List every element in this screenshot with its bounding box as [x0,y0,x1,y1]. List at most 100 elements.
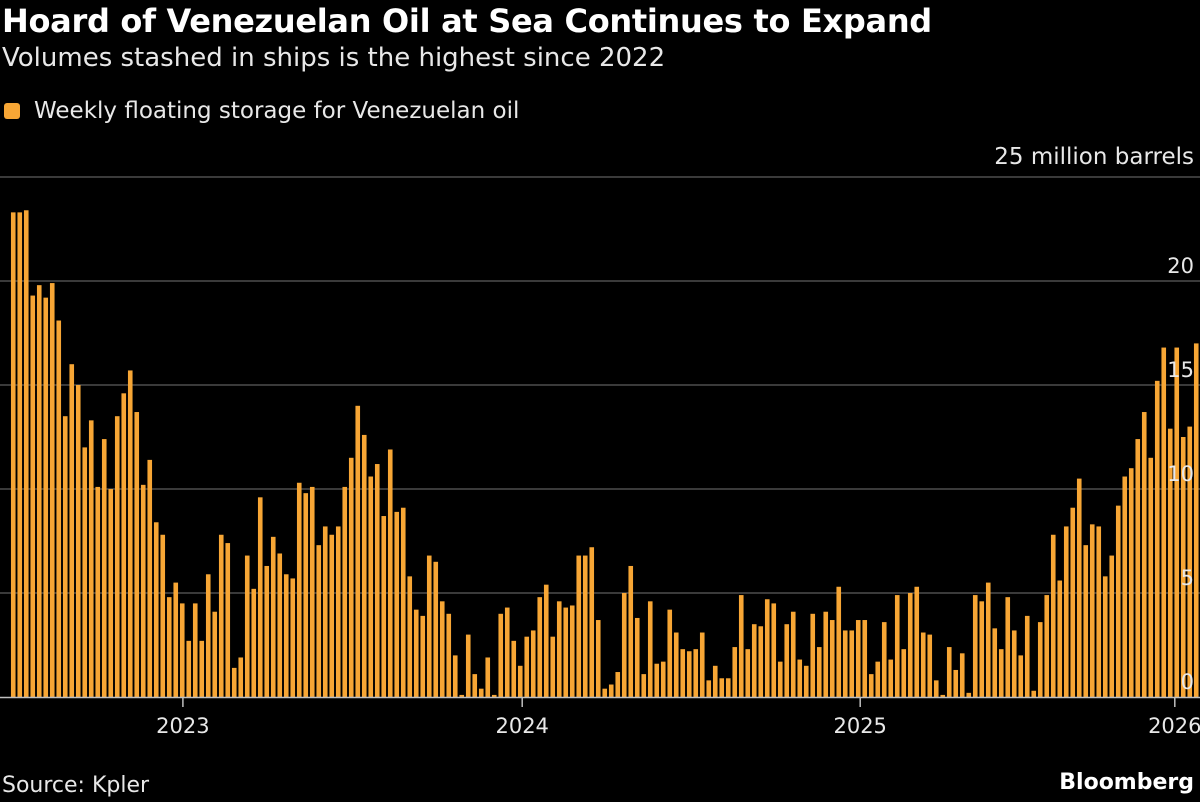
bar [862,620,868,697]
bar [413,609,419,697]
bar [907,593,913,697]
bar [1174,347,1180,697]
bar [725,678,731,697]
bar [998,649,1004,697]
bar [771,603,777,697]
bar [459,694,465,697]
bar [608,684,614,697]
bar [17,212,23,698]
bar [1115,505,1121,697]
bar [1096,526,1102,697]
bar [426,555,432,697]
bar [634,617,640,697]
y-tick-label-0: 0 [1181,670,1194,694]
bar [966,692,972,697]
y-axis-unit-label: 25 million barrels [994,144,1194,170]
bar [680,649,686,697]
bar [849,630,855,697]
bar [628,565,634,697]
bar [173,582,179,697]
bar [348,457,354,697]
bar [62,416,68,697]
bar [1057,580,1063,697]
bar [407,576,413,697]
bar [543,584,549,697]
bar [335,526,341,697]
bar [1102,576,1108,697]
bar [231,667,237,697]
bar [1070,507,1076,697]
bar [615,672,621,697]
bar [368,476,374,697]
bar [478,688,484,697]
bar [225,543,231,697]
bar [1083,545,1089,697]
bar [517,665,523,697]
bar [465,634,471,697]
bar [134,412,140,697]
y-tick-label-20: 20 [1167,254,1194,278]
bar [940,694,946,697]
bar [777,661,783,697]
bar [1024,615,1030,697]
bar [212,611,218,697]
bar [706,680,712,697]
bar [361,434,367,697]
bar [23,210,29,697]
bar [1187,426,1193,697]
y-tick-label-15: 15 [1167,358,1194,382]
bar [927,634,933,697]
x-tick-label-2025: 2025 [833,714,886,738]
bar [589,547,595,697]
bar [290,578,296,697]
bar [595,620,601,697]
bar [160,534,166,697]
bar [582,555,588,697]
bar [95,486,101,697]
bar [446,613,452,697]
bar [108,489,114,697]
bar [621,593,627,697]
bar [1141,412,1147,697]
bar [205,574,211,697]
bar [166,597,172,697]
bar [244,555,250,697]
source-note: Source: Kpler [2,773,150,798]
bar [556,601,562,697]
bar [296,482,302,697]
bar [1148,457,1154,697]
bar [511,640,517,697]
bar [764,599,770,697]
bar [1109,555,1115,697]
bar [732,647,738,697]
bar [400,507,406,697]
bar [251,588,257,697]
bar [452,655,458,697]
bar [810,613,816,697]
bar [387,449,393,697]
bar [49,283,55,697]
legend-label: Weekly floating storage for Venezuelan o… [34,98,520,124]
bar [1167,428,1173,697]
bar [1031,690,1037,697]
bar [667,609,673,697]
bar [472,674,478,697]
bar [147,459,153,697]
bar [550,636,556,697]
bar [153,522,159,697]
bar [283,574,289,697]
bar [530,630,536,697]
bar [979,601,985,697]
bar [1050,534,1056,697]
bar [433,561,439,697]
bar [946,647,952,697]
bar [1005,597,1011,697]
bar [745,649,751,697]
legend-swatch [4,103,20,119]
bar [121,393,127,697]
bar [127,370,133,697]
bar-chart: 0 5 10 15 20 2023 2024 2025 2026 [0,176,1200,738]
x-axis [0,696,1200,707]
bar [829,620,835,697]
bar [751,624,757,697]
